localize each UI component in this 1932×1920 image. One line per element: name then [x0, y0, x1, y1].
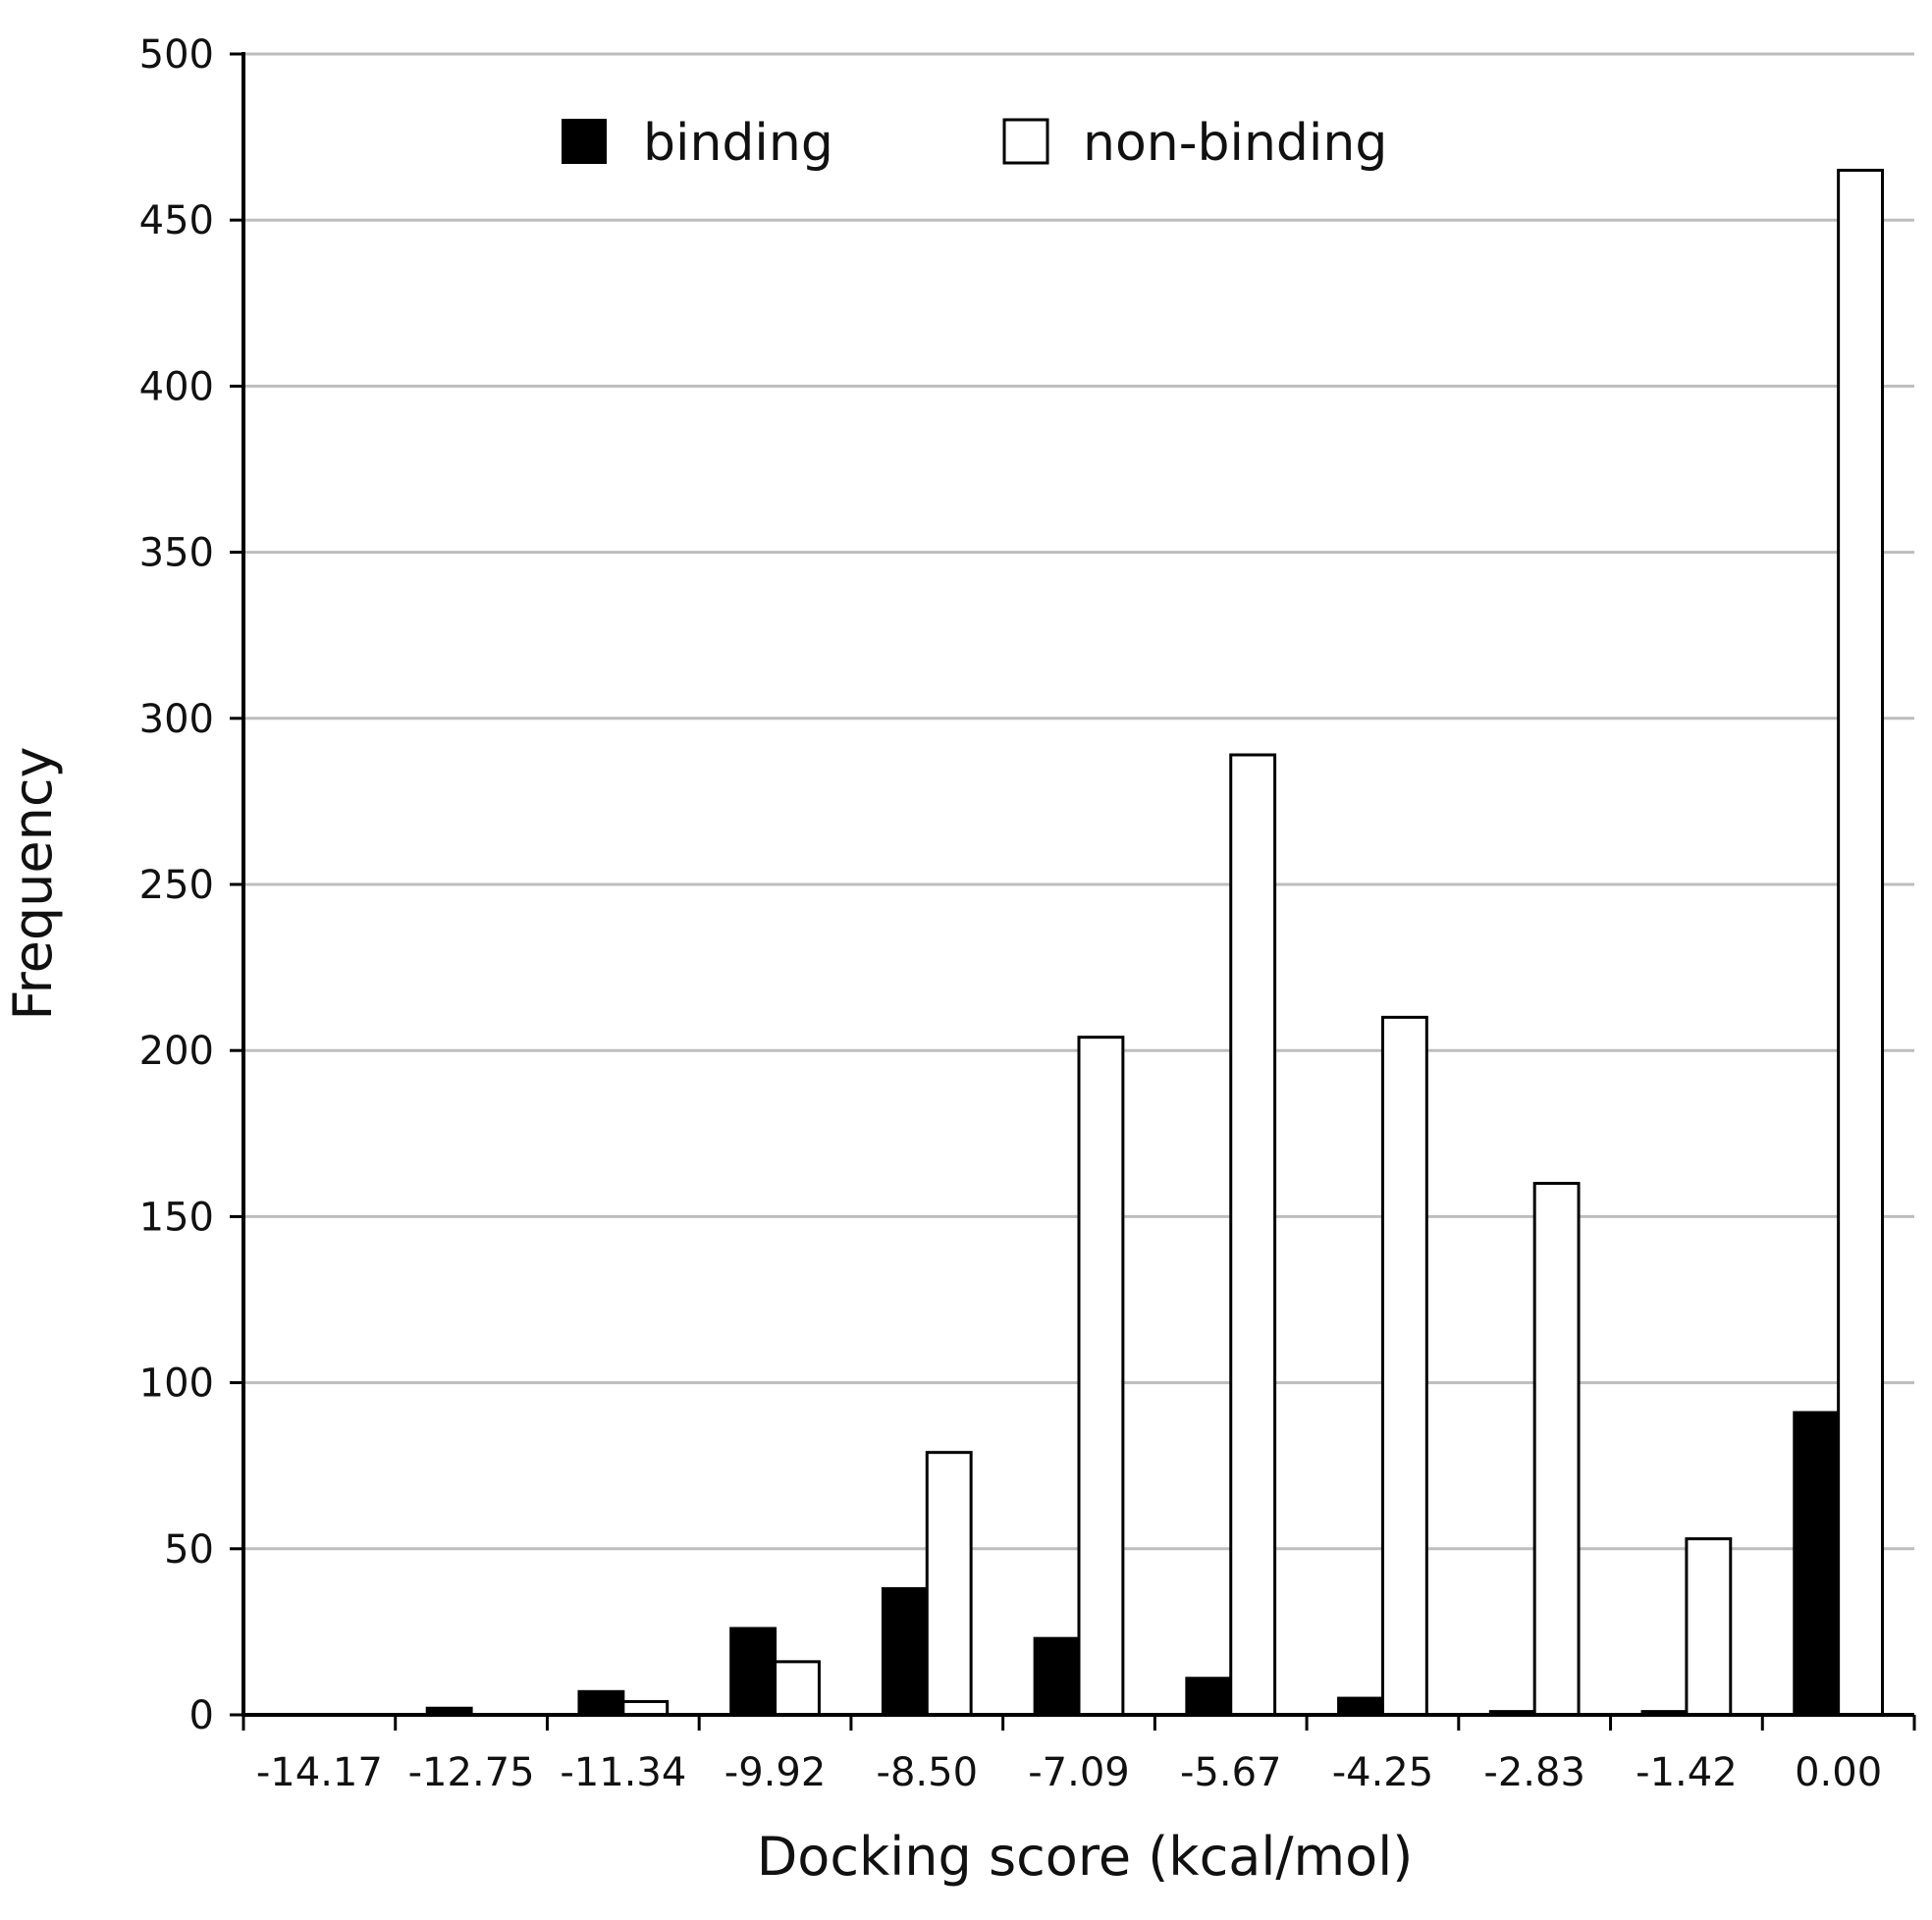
y-tick-labels: 0 50 100 150 200 250 300 350 400 450 500 [139, 32, 214, 1738]
y-tick-label: 500 [139, 32, 214, 78]
y-tick-label: 250 [139, 863, 214, 908]
y-tick-label: 150 [139, 1195, 214, 1240]
bar-non-binding-6 [1229, 753, 1277, 1717]
bar-non-binding-10 [1837, 168, 1885, 1717]
bar-non-binding-2 [621, 1699, 670, 1717]
bar-binding-2 [577, 1689, 625, 1717]
y-tick-label: 100 [139, 1361, 214, 1407]
bar-non-binding-9 [1685, 1537, 1733, 1717]
legend-swatch-non-binding [1002, 118, 1049, 165]
y-tick-label: 50 [164, 1527, 214, 1573]
y-tick-label: 0 [189, 1693, 214, 1738]
legend-label-binding: binding [643, 114, 833, 173]
bar-binding-10 [1793, 1411, 1841, 1717]
y-tick-label: 350 [139, 531, 214, 576]
bar-non-binding-7 [1380, 1015, 1428, 1717]
y-tick-label: 400 [139, 364, 214, 409]
y-tick-label: 200 [139, 1029, 214, 1074]
bar-non-binding-3 [774, 1660, 821, 1717]
bar-binding-4 [881, 1586, 929, 1717]
bar-non-binding-5 [1077, 1036, 1125, 1717]
y-axis-title: Frequency [2, 747, 64, 1021]
x-tick-label: -14.17 [256, 1750, 383, 1795]
x-tick-label: -12.75 [408, 1750, 535, 1795]
x-tick-label: -2.83 [1483, 1750, 1585, 1795]
bar-binding-5 [1033, 1636, 1081, 1717]
y-tick-label: 300 [139, 697, 214, 742]
x-tick-label: -7.09 [1028, 1750, 1130, 1795]
bars [425, 168, 1885, 1717]
x-tick-label: -11.34 [560, 1750, 686, 1795]
bar-non-binding-8 [1532, 1182, 1581, 1717]
x-tick-label: -8.50 [877, 1750, 979, 1795]
x-tick-label: -5.67 [1180, 1750, 1282, 1795]
bar-binding-3 [729, 1627, 778, 1717]
gridlines [230, 52, 1914, 1717]
x-tick-label: 0.00 [1795, 1750, 1882, 1795]
x-tick-labels: -14.17 -12.75 -11.34 -9.92 -8.50 -7.09 -5.67 -4… [256, 1750, 1882, 1795]
legend-swatch-binding [562, 119, 607, 164]
x-axis-title: Docking score (kcal/mol) [757, 1826, 1414, 1888]
bar-binding-7 [1337, 1696, 1384, 1717]
bar-binding-6 [1185, 1677, 1233, 1717]
x-tick-label: -1.42 [1636, 1750, 1738, 1795]
legend-label-non-binding: non-binding [1083, 114, 1387, 173]
y-tick-label: 450 [139, 198, 214, 243]
legend: binding non-binding [562, 114, 1387, 173]
axes [242, 52, 1916, 1731]
x-tick-label: -4.25 [1332, 1750, 1434, 1795]
x-tick-label: -9.92 [724, 1750, 827, 1795]
bar-non-binding-4 [925, 1451, 973, 1717]
